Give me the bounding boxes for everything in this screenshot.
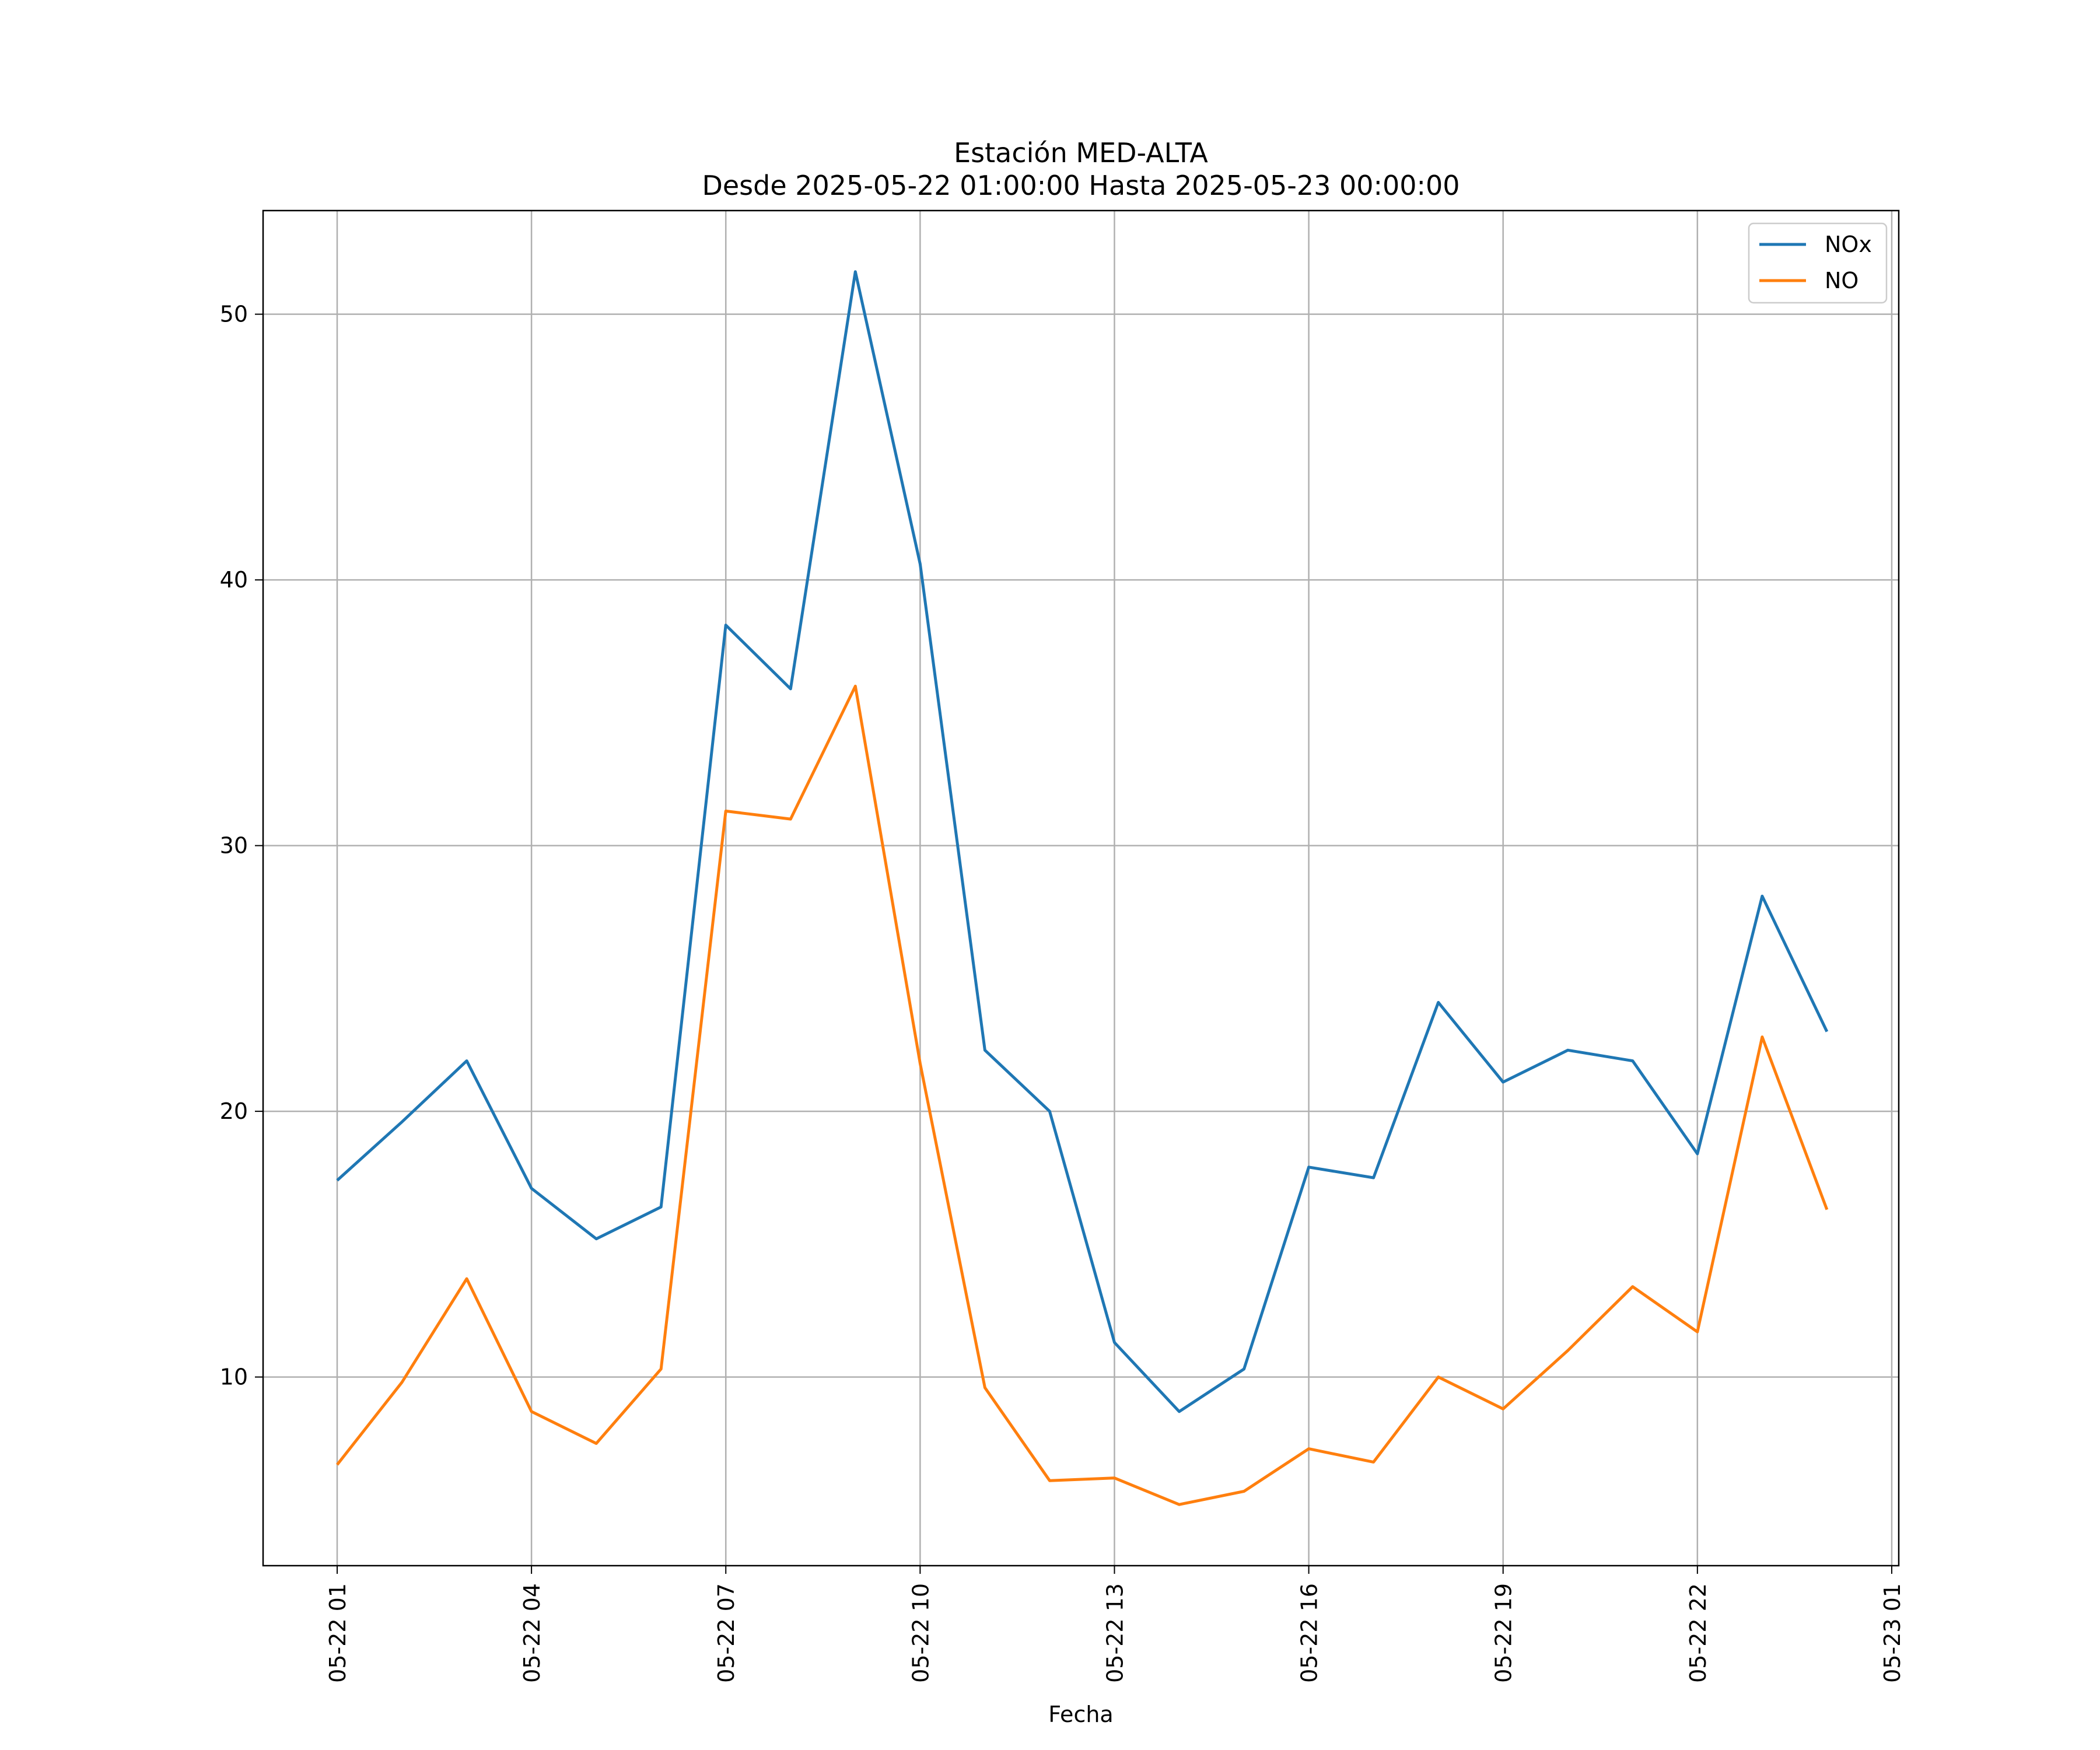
y-tick-label: 10 (220, 1364, 248, 1390)
y-tick-label: 40 (220, 567, 248, 593)
chart-title: Estación MED-ALTA (954, 137, 1208, 169)
x-tick-label: 05-22 01 (325, 1583, 351, 1683)
plot-frame (262, 209, 1900, 1567)
chart-subtitle: Desde 2025-05-22 01:00:00 Hasta 2025-05-… (702, 170, 1460, 201)
legend-label-nox: NOx (1825, 232, 1872, 257)
x-tick-label: 05-22 07 (713, 1583, 739, 1683)
x-tick-label: 05-22 13 (1102, 1583, 1128, 1683)
x-tick-label: 05-22 22 (1685, 1583, 1711, 1683)
legend-label-no: NO (1825, 268, 1859, 293)
series-lines (336, 270, 1829, 1506)
x-tick-label: 05-22 04 (519, 1583, 545, 1683)
x-axis-label: Fecha (1048, 1702, 1113, 1727)
x-axis-ticks: 05-22 01 05-22 04 05-22 07 05-22 10 05-22 13… (325, 1566, 1905, 1683)
x-tick-label: 05-22 19 (1491, 1583, 1517, 1683)
x-tick-label: 05-22 16 (1297, 1583, 1322, 1683)
y-tick-label: 50 (220, 302, 248, 327)
legend: NOx NO (1748, 222, 1888, 304)
y-tick-label: 20 (220, 1098, 248, 1124)
grid (263, 211, 1899, 1566)
series-line-no (336, 684, 1829, 1506)
x-tick-label: 05-23 01 (1880, 1583, 1905, 1683)
series-line-nox (336, 270, 1829, 1413)
x-tick-label: 05-22 10 (908, 1583, 933, 1683)
y-axis-ticks: 10 20 30 40 50 (220, 302, 263, 1390)
y-tick-label: 30 (220, 833, 248, 859)
